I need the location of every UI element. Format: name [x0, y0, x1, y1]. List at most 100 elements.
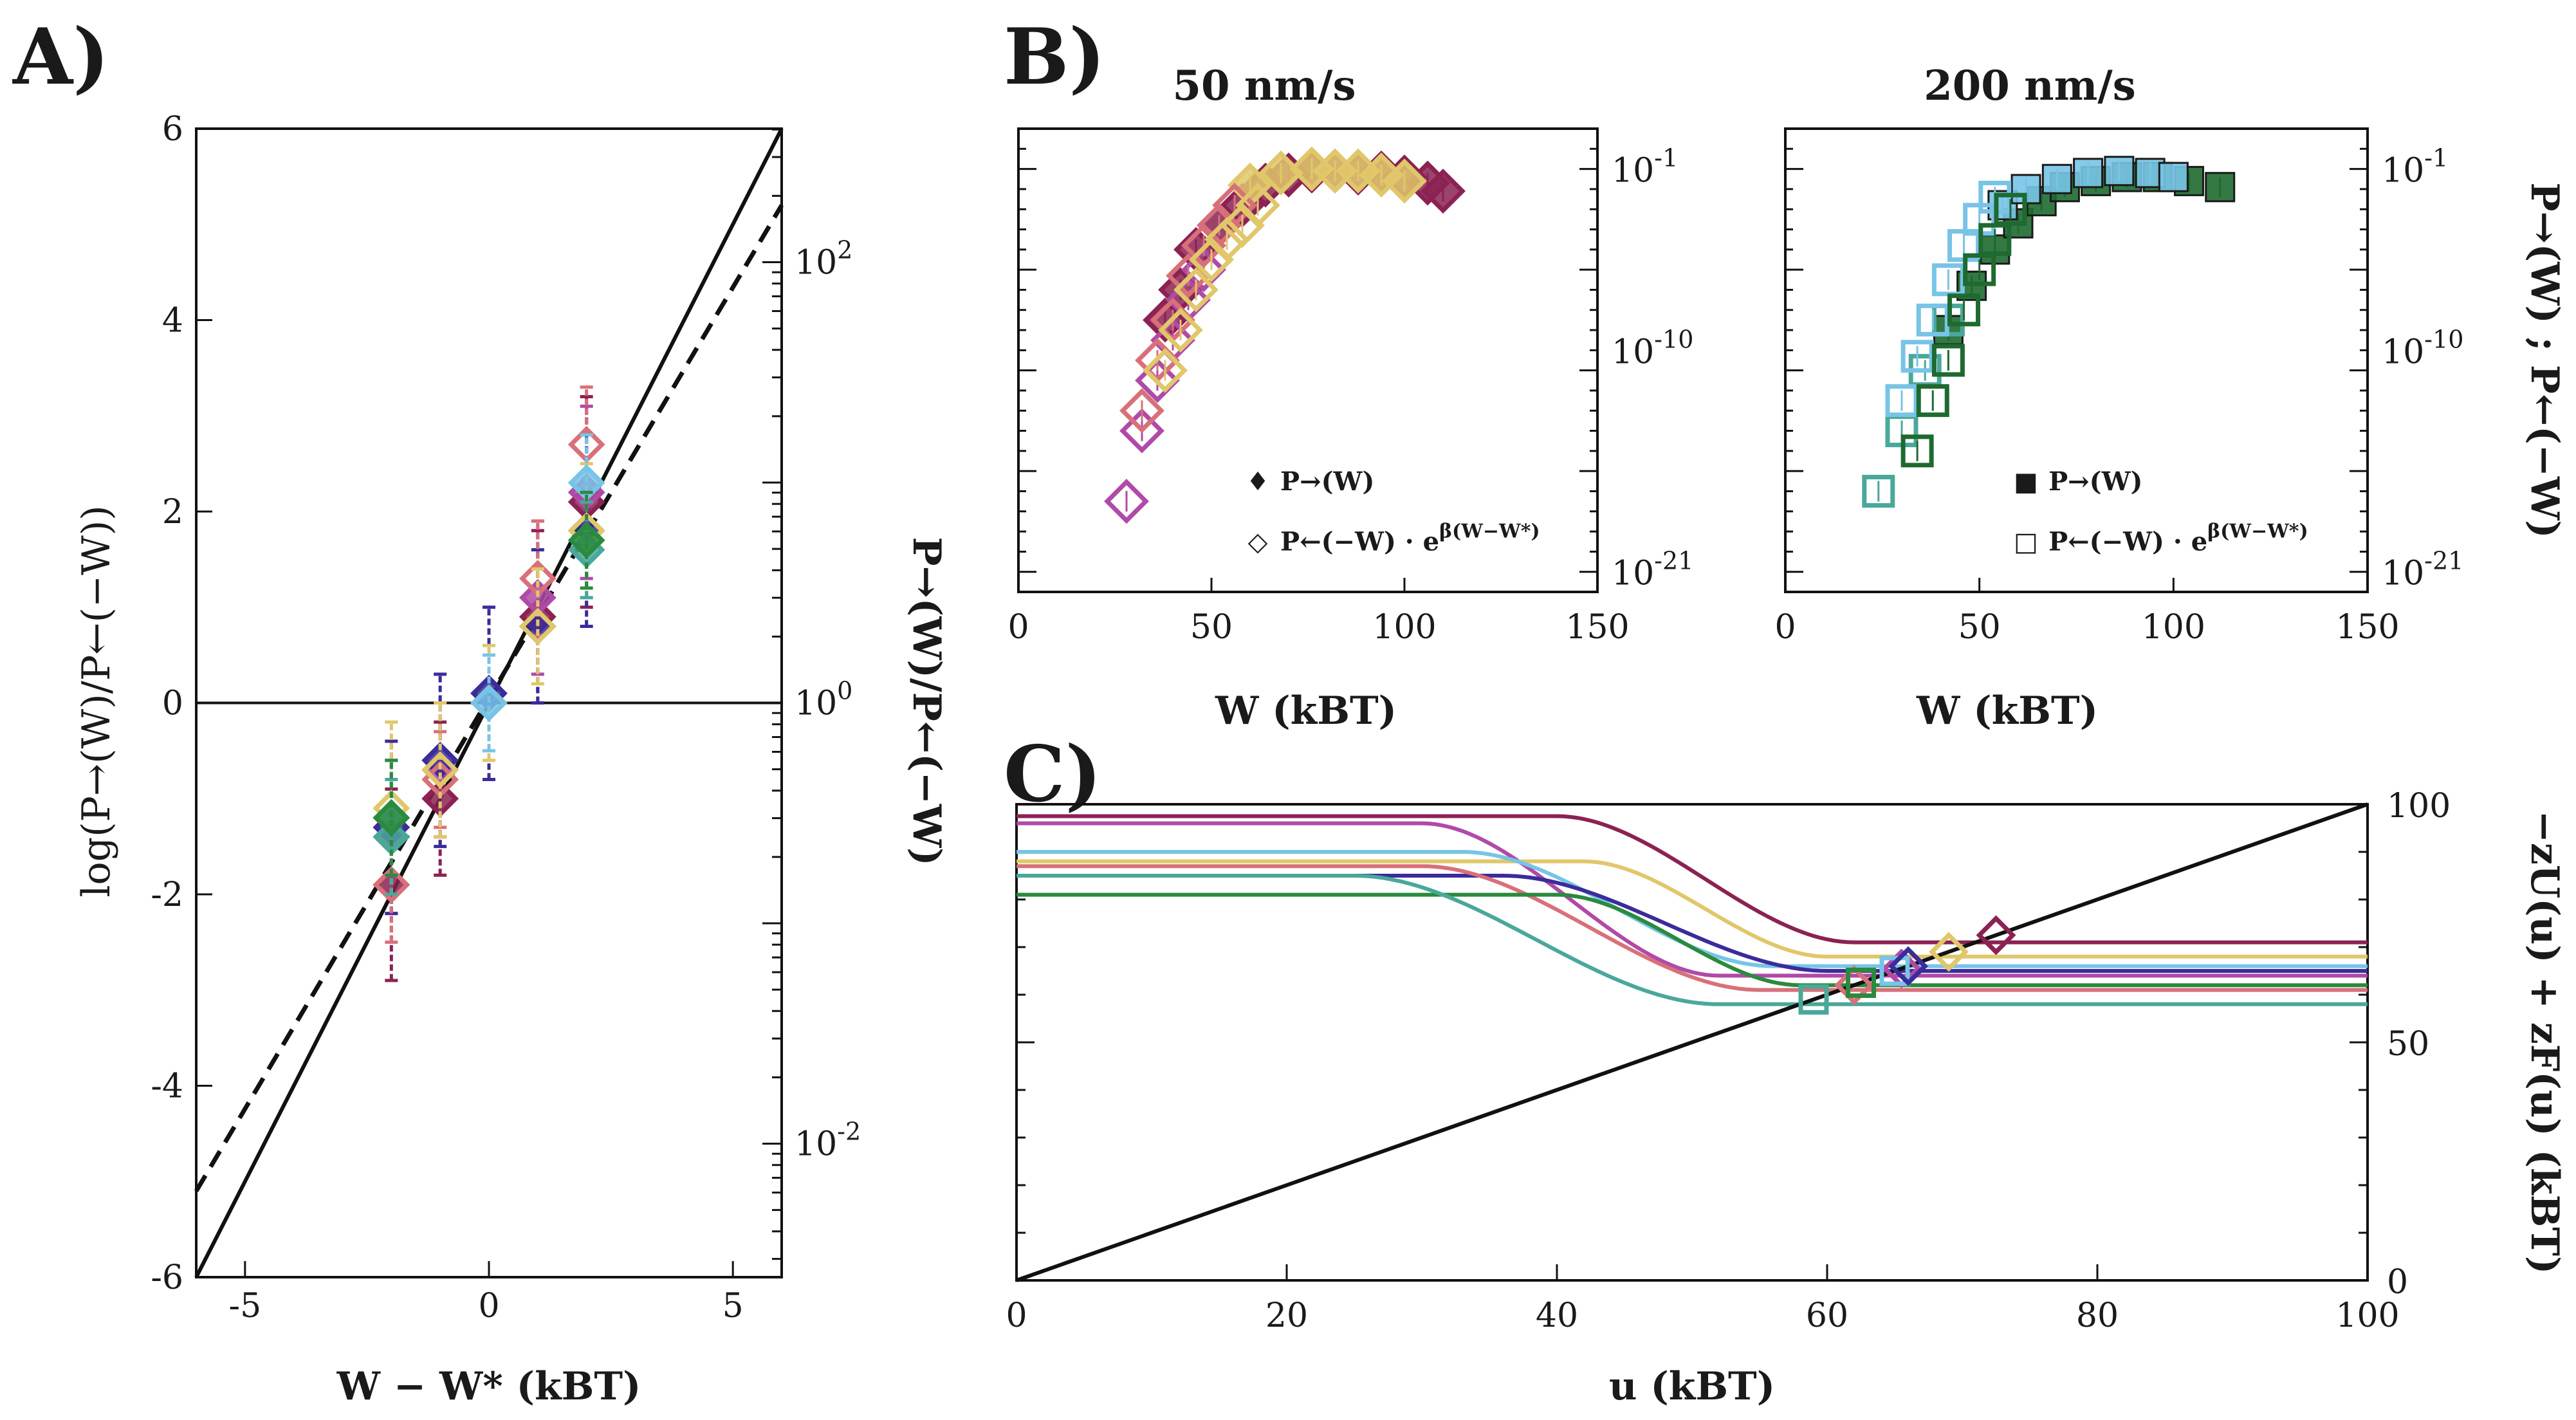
panel-a-xtick-label: 5: [722, 1287, 744, 1325]
panel-a-right-tick-label: 100: [795, 677, 852, 723]
panel-b2-point: [1916, 303, 1949, 337]
panel-a-ytick-label: -4: [151, 1067, 183, 1106]
panel-b1-point: [1135, 358, 1180, 403]
panel-b1-legend-symbol: ♦: [1246, 466, 1269, 497]
panel-a: -5 0 5 -6 -4 -2 0 2 4 6 10-2 100 102 W − W* (kBT) lo…: [74, 110, 949, 1409]
panel-b1-xtick-label: 150: [1565, 608, 1629, 647]
panel-a-ytick-label: 4: [162, 302, 183, 340]
panel-c-curve-teal: [1017, 874, 2368, 1006]
panel-b2-point: [1900, 434, 1934, 468]
panel-c-curve-green: [1017, 892, 2368, 988]
panel-b2-ytick-label: 10-1: [2382, 144, 2448, 190]
panel-c-xtick-label: 20: [1265, 1296, 1308, 1335]
panel-b1: 50 nm/s 0 50 100 150 10-1 10-10 10-21 ♦ P→(W) ◇ P…: [1007, 62, 1693, 733]
panel-b2-point: [2104, 156, 2135, 187]
panel-c-marker-indigo: [1888, 946, 1928, 986]
panel-b2-point: [1885, 384, 1918, 418]
panel-b2-xtick-label: 150: [2335, 608, 2399, 647]
panel-b1-point: [1382, 158, 1427, 204]
panel-b1-point: [1119, 408, 1164, 454]
panel-b2-legend-label: P←(−W) · eβ(W−W*): [2048, 521, 2308, 557]
panel-b2-point: [1916, 384, 1949, 418]
panel-b2: 200 nm/s 0 50 100 150 10-1 10-10 10-21 ■ P→(W) □…: [1774, 62, 2567, 733]
panel-b2-ylabel-right: P→(W) ; P←(−W): [2522, 182, 2567, 538]
panel-a-xtick-label: 0: [478, 1287, 499, 1325]
panel-b2-ytick-exp: -1: [2424, 144, 2448, 172]
panel-c-marker-sky: [1879, 955, 1910, 986]
panel-b2-xlabel: W (kBT): [1916, 688, 2098, 733]
panel-b1-legend-symbol: ◇: [1248, 527, 1268, 557]
panel-a-right-tick-exp: 0: [837, 677, 852, 705]
panel-a-xtick-label: -5: [229, 1287, 262, 1325]
panel-b1-point: [1119, 388, 1164, 434]
panel-a-point-green: [373, 799, 410, 836]
panel-a-ytick-label: 2: [162, 493, 183, 531]
panel-b1-point: [1421, 169, 1466, 214]
panel-b1-ytick-exp: -1: [1654, 144, 1678, 172]
panel-a-point-rose: [373, 866, 410, 904]
panel-b2-point: [2158, 161, 2189, 192]
panel-b1-ytick-exp: -10: [1654, 325, 1693, 353]
panel-b2-xtick-label: 50: [1958, 608, 2001, 647]
panel-b1-xtick-label: 100: [1372, 608, 1436, 647]
panel-a-point-green: [567, 521, 605, 559]
panel-c-xtick-label: 80: [2076, 1296, 2119, 1335]
panel-a-ytick-label: 6: [162, 110, 183, 149]
panel-c-curve-magenta: [1017, 821, 2368, 978]
panel-a-right-tick-label: 10-2: [795, 1118, 861, 1164]
panel-b1-point: [1173, 267, 1219, 313]
panel-b1-ytick-label: 10-21: [1612, 547, 1693, 593]
panel-a-ylabel-right: P→(W)/P←(−W): [904, 537, 949, 865]
panel-a-right-tick-exp: 2: [837, 235, 852, 264]
panel-b1-frame: [1017, 127, 1599, 593]
panel-c-curve-gold: [1017, 859, 2368, 959]
panel-c-ytick-label: 0: [2387, 1263, 2408, 1302]
panel-a-point-gold: [519, 607, 557, 645]
panel-b1-xtick-label: 0: [1007, 608, 1029, 647]
panel-b2-xtick-label: 100: [2142, 608, 2205, 647]
panel-c-xtick-label: 40: [1536, 1296, 1578, 1335]
panel-c-xlabel: u (kBT): [1609, 1364, 1775, 1409]
panel-b2-ytick-exp: -21: [2424, 547, 2463, 575]
panel-c-diagonal: [1016, 802, 2368, 1282]
panel-b2-legend-symbol: ■: [2014, 466, 2038, 497]
panel-b2-legend-sup: β(W−W*): [2207, 521, 2308, 543]
panel-b2-point: [1862, 474, 1895, 508]
panel-c-xtick-label: 0: [1006, 1296, 1027, 1335]
panel-b1-point: [1235, 183, 1280, 228]
panel-a-ytick-label: -2: [151, 876, 183, 914]
panel-b2-point: [2041, 163, 2072, 194]
panel-c-ytick-label: 50: [2387, 1025, 2429, 1064]
panel-c-marker-green: [1846, 968, 1876, 998]
panel-b1-legend-sup: β(W−W*): [1439, 521, 1540, 543]
panel-b1-legend-label: P→(W): [1280, 466, 1374, 497]
panel-a-right-tick-exp: -2: [837, 1118, 861, 1146]
panel-b1-ytick-label: 10-10: [1612, 325, 1693, 371]
panel-c-marker-rose: [1834, 965, 1874, 1006]
panel-b1-point: [1158, 308, 1203, 353]
panel-b2-xtick-label: 0: [1774, 608, 1796, 647]
panel-b2-point: [1947, 293, 1981, 327]
panel-b1-title: 50 nm/s: [1173, 62, 1356, 110]
panel-c-marker-teal: [1798, 984, 1829, 1015]
panel-b1-legend-label: P←(−W) · eβ(W−W*): [1280, 521, 1540, 557]
panel-a-ytick-label: -6: [151, 1259, 183, 1297]
panel-b1-ytick-label: 10-1: [1612, 144, 1678, 190]
panel-c-curve-rose: [1017, 864, 2368, 992]
panel-b1-point: [1143, 347, 1188, 393]
panel-c-ylabel-right: −zU(u) + zF(u) (kBT): [2522, 811, 2567, 1275]
panel-b2-ytick-label: 10-10: [2382, 325, 2463, 371]
panel-a-ylabel: log(P→(W)/P←(−W)): [74, 505, 119, 897]
panel-b1-xlabel: W (kBT): [1215, 688, 1397, 733]
panel-b2-point: [1994, 192, 2027, 226]
panel-c-marker-gold: [1929, 932, 1969, 972]
panel-a-xlabel: W − W* (kBT): [336, 1364, 641, 1409]
panel-b2-legend-label: P→(W): [2048, 466, 2142, 497]
panel-b2-frame: [1784, 127, 2369, 593]
panel-b2-legend-symbol: □: [2014, 527, 2038, 557]
panel-label-b: B): [1004, 12, 1105, 102]
panel-b2-point: [1900, 340, 1934, 373]
panel-b1-point: [1181, 247, 1226, 293]
